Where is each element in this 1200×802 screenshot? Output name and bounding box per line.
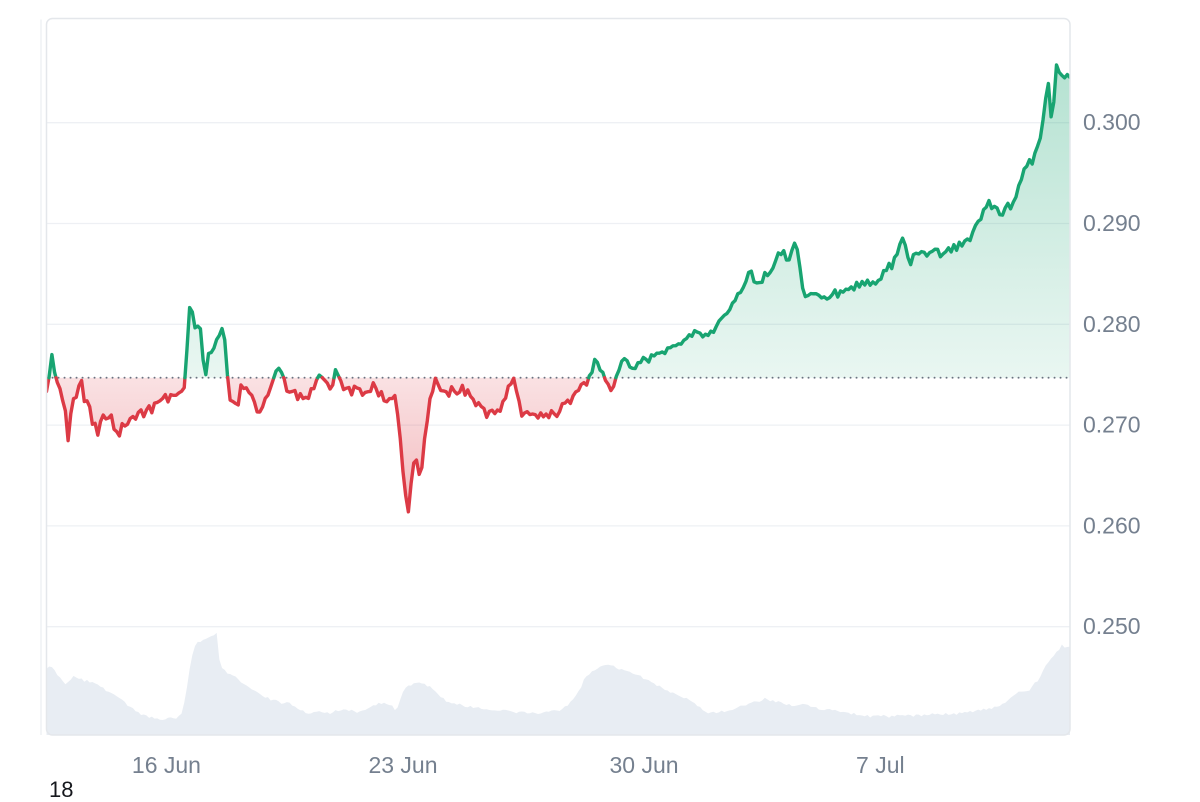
volume-area [46, 632, 1070, 735]
price-line-down [320, 376, 336, 391]
price-line-down [337, 376, 591, 514]
price-line-down [282, 376, 320, 402]
x-axis-tick-label: 16 Jun [132, 752, 201, 778]
price-line-up [587, 357, 607, 380]
y-axis-tick-label: 0.270 [1083, 412, 1141, 438]
area-fill-down [56, 377, 185, 441]
price-line-down [226, 376, 276, 414]
x-axis-tick-label: 23 Jun [368, 752, 437, 778]
page-index-text: 18 [49, 777, 74, 802]
gridlines [46, 122, 1070, 628]
price-line-up [47, 352, 58, 380]
price-line-up [272, 366, 286, 380]
x-axis-labels: 16 Jun 23 Jun 30 Jun 7 Jul [132, 752, 905, 778]
y-axis-tick-label: 0.250 [1083, 613, 1141, 639]
plot-area [46, 63, 1070, 735]
x-axis-tick-label: 30 Jun [609, 752, 678, 778]
y-axis-tick-label: 0.260 [1083, 512, 1141, 538]
area-fill-up [184, 307, 228, 378]
x-axis-tick-label: 7 Jul [856, 752, 905, 778]
price-line-down [54, 376, 187, 443]
y-axis-tick-label: 0.280 [1083, 311, 1141, 337]
area-fill-up [615, 64, 1070, 378]
y-axis-tick-label: 0.300 [1083, 109, 1141, 135]
y-axis-tick-label: 0.290 [1083, 210, 1141, 236]
price-line-up [183, 305, 230, 380]
price-line-up [614, 63, 1070, 380]
price-line-down [602, 376, 618, 393]
plot-border [45, 17, 1071, 736]
y-axis-labels: 0.300 0.290 0.280 0.270 0.260 0.250 [1083, 109, 1141, 639]
